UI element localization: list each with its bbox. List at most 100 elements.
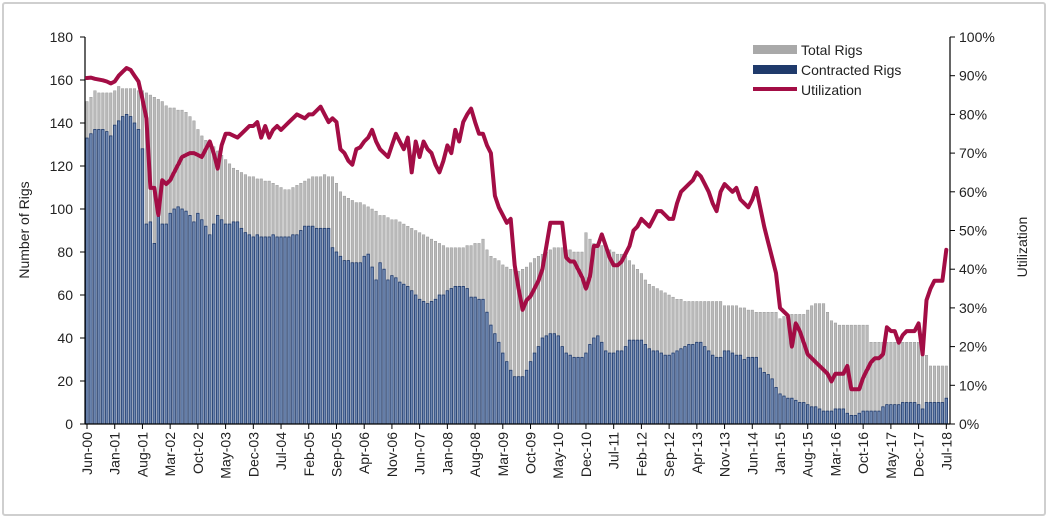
contracted-rigs-bar xyxy=(869,410,873,425)
contracted-rigs-bar xyxy=(105,131,109,425)
x-tick-label: Oct-02 xyxy=(190,432,206,474)
contracted-rigs-bar xyxy=(346,260,351,425)
x-tick-label: Jul-04 xyxy=(273,432,289,470)
contracted-rigs-bar xyxy=(208,234,212,425)
x-tick-label: Feb-05 xyxy=(301,432,317,477)
contracted-rigs-bar xyxy=(524,369,529,425)
contracted-rigs-bar xyxy=(235,221,240,425)
y-tick-label-left: 100 xyxy=(50,201,74,217)
x-tick-label: Aug-08 xyxy=(467,432,483,477)
contracted-rigs-bar xyxy=(596,335,600,425)
contracted-rigs-bar xyxy=(802,402,806,425)
contracted-rigs-bar xyxy=(97,129,101,425)
contracted-rigs-bar xyxy=(564,352,568,425)
x-tick-label: Dec-10 xyxy=(578,432,594,477)
contracted-rigs-bar xyxy=(429,301,434,425)
contracted-rigs-bar xyxy=(307,225,311,425)
y-tick-label-left: 180 xyxy=(50,29,74,45)
contracted-rigs-bar xyxy=(924,402,929,425)
contracted-rigs-bar xyxy=(382,268,386,425)
contracted-rigs-bar xyxy=(520,376,525,425)
contracted-rigs-bar xyxy=(600,341,604,425)
contracted-rigs-bar xyxy=(247,234,252,425)
contracted-rigs-bar xyxy=(362,255,366,425)
contracted-rigs-bar xyxy=(778,393,782,425)
contracted-rigs-bar xyxy=(283,236,287,425)
contracted-rigs-bar xyxy=(881,406,885,425)
contracted-rigs-bar xyxy=(861,410,865,425)
x-tick-label: Mar-09 xyxy=(495,432,511,477)
contracted-rigs-bar xyxy=(497,341,501,425)
x-tick-label: Nov-06 xyxy=(384,432,400,477)
contracted-rigs-bar xyxy=(263,236,267,425)
contracted-rigs-bar xyxy=(390,275,394,425)
contracted-rigs-bar xyxy=(168,212,172,425)
y-tick-label-right: 50% xyxy=(959,223,987,239)
contracted-rigs-bar xyxy=(512,376,517,425)
y-tick-label-left: 40 xyxy=(57,330,73,346)
x-tick-label: Apr-13 xyxy=(689,432,705,474)
contracted-rigs-bar xyxy=(774,387,778,425)
contracted-rigs-bar xyxy=(144,223,149,425)
x-tick-label: Jun-00 xyxy=(79,432,95,475)
contracted-rigs-bar xyxy=(667,354,671,425)
contracted-rigs-bar xyxy=(552,333,556,425)
x-tick-label: Jun-07 xyxy=(412,432,428,475)
contracted-rigs-bar xyxy=(433,298,438,425)
contracted-rigs-bar xyxy=(231,221,236,425)
x-tick-label: Oct-09 xyxy=(523,432,539,474)
contracted-rigs-bar xyxy=(180,208,184,425)
contracted-rigs-bar xyxy=(212,223,216,425)
contracted-rigs-bar xyxy=(398,281,402,425)
total-rigs-bar xyxy=(853,324,857,425)
contracted-rigs-bar xyxy=(516,376,521,425)
contracted-rigs-bar xyxy=(790,397,794,425)
x-tick-label: Jan-15 xyxy=(772,432,788,475)
contracted-rigs-bar xyxy=(877,410,881,425)
contracted-rigs-bar xyxy=(445,290,450,425)
contracted-rigs-bar xyxy=(481,298,485,425)
contracted-rigs-bar xyxy=(291,234,295,425)
contracted-rigs-bar xyxy=(592,337,596,425)
axes: 0 20 40 60 80 100 120 140 160 180 0% 10% 20% 30% 40% 50… xyxy=(50,29,995,479)
y-tick-label-left: 60 xyxy=(57,287,73,303)
contracted-rigs-bar xyxy=(318,227,323,425)
contracted-rigs-bar xyxy=(707,350,711,425)
contracted-rigs-bar xyxy=(889,404,893,425)
legend-label-total-rigs: Total Rigs xyxy=(801,42,862,58)
contracted-rigs-bar xyxy=(944,397,949,425)
contracted-rigs-bar xyxy=(873,410,877,425)
contracted-rigs-bar xyxy=(505,361,509,425)
contracted-rigs-bar xyxy=(501,352,505,425)
contracted-rigs-bar xyxy=(897,404,901,425)
contracted-rigs-bar xyxy=(647,348,652,425)
contracted-rigs-bar xyxy=(152,242,157,425)
contracted-rigs-bar xyxy=(374,279,378,425)
contracted-rigs-bar xyxy=(378,262,382,425)
contracted-rigs-bar xyxy=(671,352,675,425)
contracted-rigs-bar xyxy=(833,408,838,425)
contracted-rigs-bar xyxy=(738,354,743,425)
contracted-rigs-bar xyxy=(136,129,141,425)
contracted-rigs-bar xyxy=(342,260,347,425)
y-tick-label-left: 20 xyxy=(57,373,73,389)
x-tick-label: Apr-06 xyxy=(356,432,372,474)
legend-label-contracted-rigs: Contracted Rigs xyxy=(801,62,901,78)
contracted-rigs-bar xyxy=(192,221,196,425)
contracted-rigs-bar xyxy=(940,402,945,425)
contracted-rigs-bar xyxy=(322,227,327,425)
x-tick-label: May-10 xyxy=(550,432,566,479)
contracted-rigs-bar xyxy=(140,148,145,425)
contracted-rigs-bar xyxy=(267,236,271,425)
y-tick-label-right: 60% xyxy=(959,184,987,200)
y-axis-title-right: Utilization xyxy=(1014,217,1030,278)
y-tick-label-right: 10% xyxy=(959,377,987,393)
contracted-rigs-bar xyxy=(413,294,418,425)
contracted-rigs-bar xyxy=(402,283,406,425)
contracted-rigs-bar xyxy=(350,262,355,425)
contracted-rigs-bar xyxy=(132,122,137,425)
contracted-rigs-bar xyxy=(243,232,248,425)
contracted-rigs-bar xyxy=(330,247,335,425)
contracted-rigs-bar xyxy=(901,402,905,425)
